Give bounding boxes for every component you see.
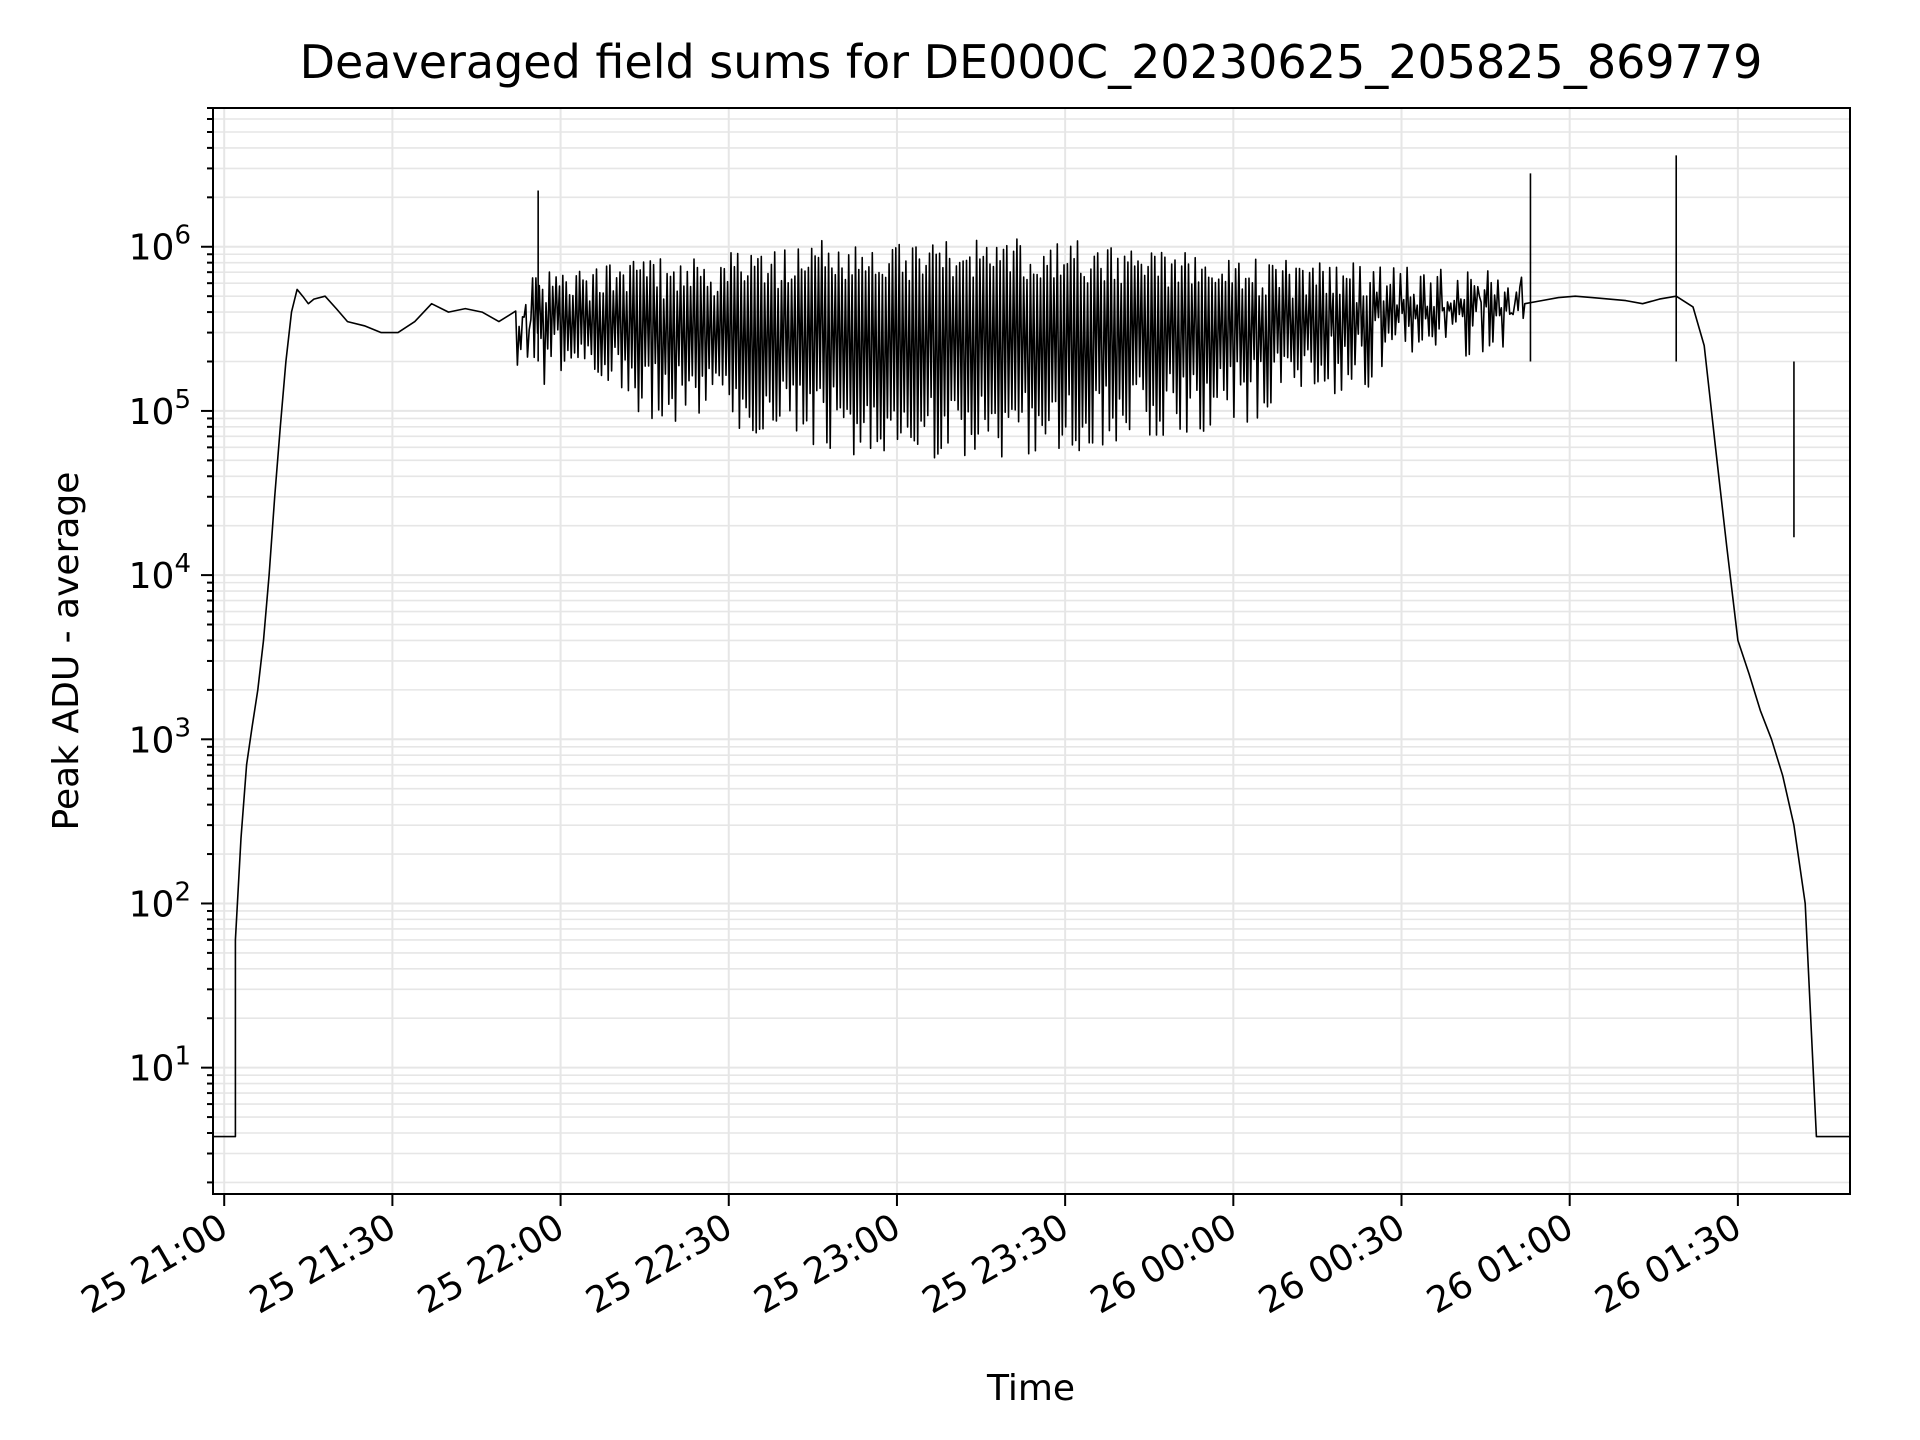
y-axis-label: Peak ADU - average: [46, 472, 87, 831]
y-tick-exponent: 1: [174, 1042, 191, 1072]
y-tick-label: 103: [129, 713, 191, 761]
x-axis-label: Time: [986, 1368, 1075, 1409]
y-tick-label: 101: [129, 1042, 191, 1090]
y-tick-base: 10: [129, 228, 175, 269]
y-tick-exponent: 5: [174, 385, 191, 415]
plot-frame: [212, 107, 1851, 1195]
y-tick-base: 10: [129, 720, 175, 761]
y-tick-label: 105: [129, 385, 191, 433]
y-tick-label: 102: [129, 877, 191, 925]
y-tick-exponent: 6: [174, 221, 191, 251]
series-line: [213, 238, 1850, 1138]
grid: [213, 107, 1850, 1194]
y-tick-exponent: 4: [174, 549, 191, 579]
data-series: [213, 155, 1850, 1138]
y-tick-base: 10: [129, 392, 175, 433]
y-tick-base: 10: [129, 556, 175, 597]
chart-title: Deaveraged field sums for DE000C_2023062…: [300, 35, 1763, 89]
y-tick-label: 104: [129, 549, 191, 597]
y-tick-base: 10: [129, 884, 175, 925]
y-tick-label: 106: [129, 221, 191, 269]
y-tick-base: 10: [129, 1049, 175, 1090]
y-tick-exponent: 2: [174, 877, 191, 907]
y-tick-exponent: 3: [174, 713, 191, 743]
